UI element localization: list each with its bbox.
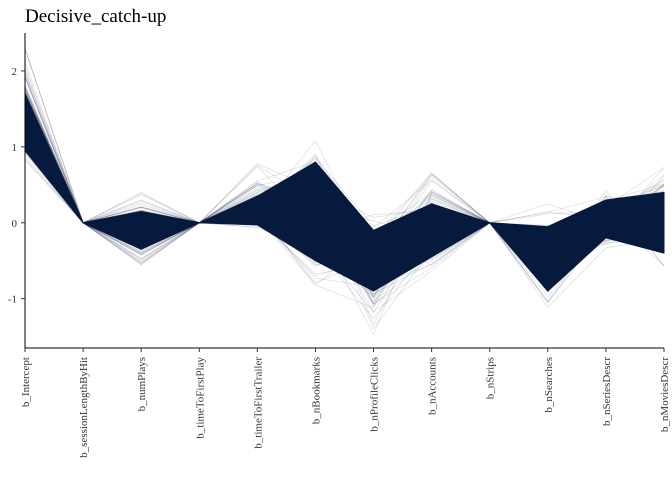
chart-title: Decisive_catch-up	[25, 6, 166, 27]
x-tick-label: b_numPlays	[136, 357, 148, 411]
y-tick-label: 1	[12, 142, 18, 154]
x-tick-label: b_nAccounts	[427, 357, 439, 415]
x-tick-label: b_timeToFirstTrailer	[252, 357, 264, 449]
series-band	[24, 93, 665, 292]
x-tick-label: b_Intercept	[20, 357, 32, 407]
x-tick-label: b_nSeriesDescr	[601, 357, 613, 426]
y-tick-label: -1	[8, 294, 17, 306]
x-tick-label: b_nProfileClicks	[369, 357, 381, 432]
x-tick-label: b_timeToFirstPlay	[194, 357, 206, 439]
x-tick-label: b_nStrips	[485, 357, 497, 399]
y-axis-ticks: -1 0 1 2	[8, 66, 25, 306]
y-tick-label: 0	[12, 218, 18, 230]
x-tick-label: b_nMoviesDescr	[659, 357, 671, 432]
x-tick-label: b_sessionLengthByHit	[78, 357, 90, 458]
series-lines	[24, 48, 665, 336]
x-axis-ticks: b_Intercept b_sessionLengthByHit b_numPlay…	[20, 348, 671, 458]
core-band	[24, 93, 665, 292]
x-tick-label: b_nBookmarks	[311, 357, 323, 424]
x-tick-label: b_nSearches	[543, 357, 555, 413]
y-tick-label: 2	[12, 66, 18, 78]
